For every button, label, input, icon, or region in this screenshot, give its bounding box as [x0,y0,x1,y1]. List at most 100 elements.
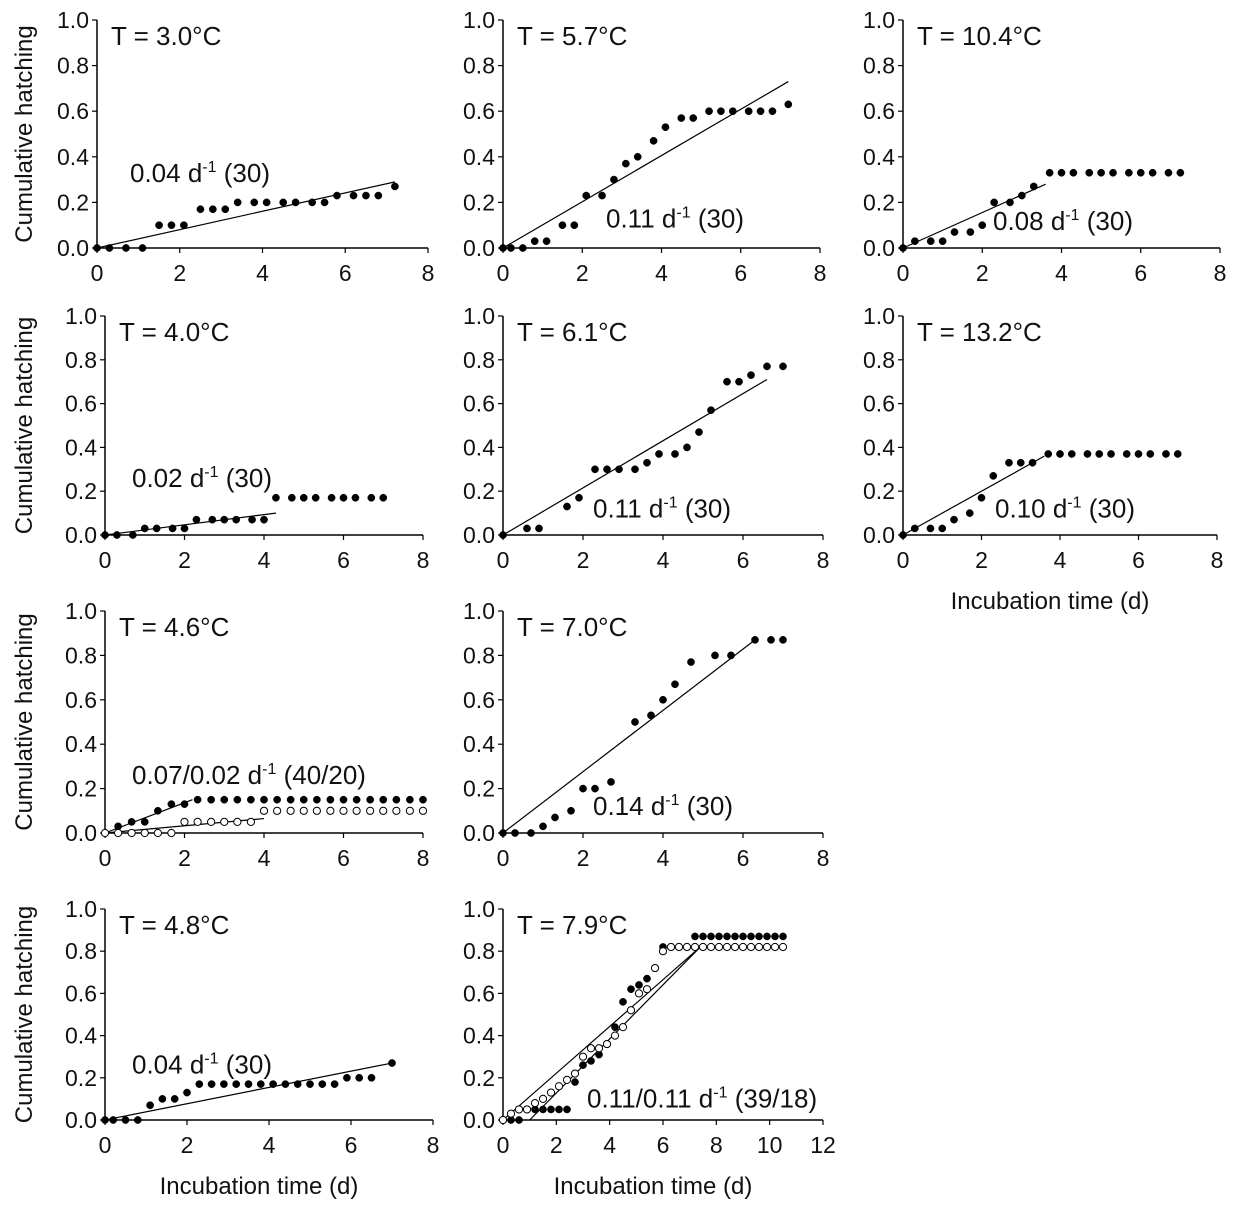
point-filled [291,198,300,207]
point-filled [579,1061,587,1069]
y-tick-label: 0.0 [463,820,495,846]
panel-7: 0.0 0.2 0.4 0.6 0.8 1.0 0 2 4 6 8 T = 7.0°C 0.14 d-1… [463,598,829,871]
x-tick-label: 12 [810,1132,836,1158]
y-tick-label: 0.2 [65,776,97,802]
x-tick-label: 4 [258,547,271,573]
point-filled [523,524,531,533]
y-tick-label: 0.0 [463,1107,495,1133]
x-tick-label: 4 [655,260,668,286]
point-filled [180,524,189,533]
point-filled [1045,168,1054,177]
point-filled [248,515,256,524]
point-filled [269,1080,277,1088]
point-filled [207,795,215,804]
point-open [405,806,414,815]
point-filled [93,244,101,252]
point-open [730,942,740,952]
x-tick-label: 6 [345,1132,358,1158]
point-filled [220,1080,228,1088]
point-filled [113,531,121,539]
point-filled [591,784,599,793]
point-filled [183,1088,191,1097]
point-filled [311,493,320,502]
rate-label: 0.08 d-1 (30) [993,206,1133,236]
panel-8: 0.0 0.2 0.4 0.6 0.8 1.0 0 2 4 6 8 T = 4.8°C 0.04 d-1… [11,896,439,1200]
point-filled [1109,168,1117,177]
panel-0: 0.0 0.2 0.4 0.6 0.8 1.0 0 2 4 6 8 T = 3.0°C 0.04 d-1… [11,7,434,286]
point-filled [299,493,308,502]
x-tick-label: 8 [422,260,435,286]
y-tick-label: 1.0 [65,896,97,922]
point-filled [910,524,919,533]
point-filled [196,205,205,214]
point-filled [647,711,655,720]
point-open [180,817,189,827]
y-axis-label: Cumulative hatching [11,906,38,1123]
point-filled [715,932,723,941]
y-axis-label: Cumulative hatching [11,317,38,534]
y-tick-label: 0.4 [863,434,895,460]
point-filled [542,237,551,246]
point-filled [299,795,308,804]
point-filled [558,221,567,230]
point-filled [256,1080,265,1088]
point-filled [598,191,606,200]
point-filled [170,1095,179,1103]
x-tick-label: 4 [657,845,670,871]
point-open [674,942,684,952]
x-tick-label: 6 [737,845,750,871]
point-open [738,942,748,952]
x-tick-label: 8 [1211,547,1224,573]
rate-label: 0.11 d-1 (30) [606,203,744,233]
y-tick-label: 1.0 [463,7,495,33]
y-tick-label: 0.6 [463,980,495,1006]
x-tick-label: 6 [1134,260,1147,286]
point-filled [1176,168,1185,177]
point-filled [755,932,763,941]
point-filled [938,524,947,533]
point-filled [391,182,399,191]
point-filled [582,191,591,200]
y-tick-label: 1.0 [65,303,97,329]
x-tick-label: 0 [497,260,510,286]
point-filled [352,795,361,804]
point-filled [655,450,663,458]
x-tick-label: 8 [1214,260,1227,286]
y-tick-label: 0.2 [463,1065,495,1091]
point-open [100,828,110,838]
point-open [273,806,282,815]
y-tick-label: 0.8 [863,53,895,79]
point-open [546,1088,556,1097]
point-filled [1162,450,1170,458]
point-filled [327,493,336,502]
panel-title: T = 4.8°C [119,910,229,940]
x-tick-label: 2 [550,1132,563,1158]
point-filled [355,1073,364,1082]
point-filled [899,531,907,539]
point-filled [499,244,507,252]
y-tick-label: 0.0 [65,522,97,548]
panel-4: 0.0 0.2 0.4 0.6 0.8 1.0 0 2 4 6 8 T = 6.1°C 0.11 d-1… [463,303,829,573]
y-tick-label: 0.0 [863,522,895,548]
point-filled [747,371,755,379]
panel-9: 0.0 0.2 0.4 0.6 0.8 1.0 0 2 4 6 8 10 12 T = 7.9°C 0.11… [463,896,836,1200]
point-filled [727,651,735,660]
point-open [714,942,724,952]
point-filled [1122,450,1131,458]
point-filled [180,221,188,230]
point-open [246,817,255,827]
point-open [778,942,788,952]
x-tick-label: 8 [817,845,830,871]
y-tick-label: 0.4 [463,1023,495,1049]
point-open [514,1105,524,1114]
y-tick-label: 0.8 [65,642,97,668]
point-filled [320,198,329,207]
y-tick-label: 1.0 [863,303,895,329]
point-filled [499,531,507,539]
point-filled [1016,458,1025,467]
point-filled [535,524,543,533]
point-filled [167,800,176,808]
y-tick-label: 0.6 [463,98,495,124]
point-filled [751,636,759,644]
x-tick-label: 2 [181,1132,194,1158]
